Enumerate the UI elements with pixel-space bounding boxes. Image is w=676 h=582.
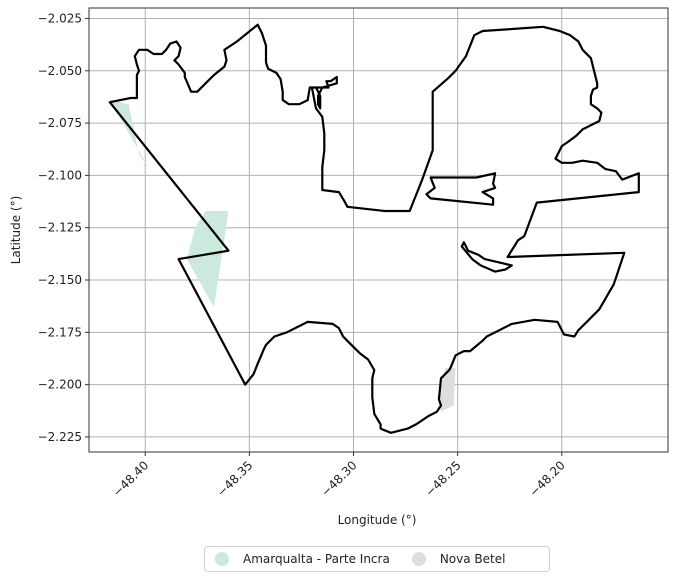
- legend-label-amarqualta: Amarqualta - Parte Incra: [243, 552, 390, 566]
- y-tick-label: −2.100: [38, 168, 82, 182]
- y-tick-label: −2.075: [38, 116, 82, 130]
- x-axis: −48.40 −48.35 −48.30 −48.25 −48.20: [110, 452, 568, 500]
- area-amarqualta-parte-incra: [186, 211, 229, 308]
- x-tick-label: −48.40: [110, 458, 151, 499]
- legend: Amarqualta - Parte Incra Nova Betel: [204, 546, 550, 572]
- y-tick-label: −2.175: [38, 325, 82, 339]
- municipal-boundary: [108, 23, 640, 434]
- x-tick-label: −48.35: [214, 458, 255, 499]
- legend-swatch-amarqualta: [215, 552, 229, 566]
- y-tick-label: −2.125: [38, 221, 82, 235]
- legend-label-nova-betel: Nova Betel: [439, 552, 506, 566]
- legend-item-amarqualta: Amarqualta - Parte Incra: [215, 552, 390, 566]
- y-tick-label: −2.200: [38, 378, 82, 392]
- legend-swatch-nova-betel: [411, 552, 426, 566]
- boundary-inner-ring: [425, 172, 497, 206]
- x-tick-label: −48.30: [318, 458, 359, 499]
- legend-item-nova-betel: Nova Betel: [411, 552, 506, 566]
- area-nova-betel: [438, 367, 456, 412]
- x-tick-label: −48.20: [527, 458, 568, 499]
- grid: [89, 8, 668, 452]
- x-tick-label: −48.25: [422, 458, 463, 499]
- plot-frame: [88, 7, 669, 453]
- y-tick-label: −2.050: [38, 64, 82, 78]
- plot-background: [89, 8, 668, 452]
- x-axis-title: Longitude (°): [338, 513, 417, 527]
- filled-areas: [109, 100, 456, 412]
- y-axis: −2.025 −2.050 −2.075 −2.100 −2.125 −2.150 −2.1…: [38, 11, 89, 444]
- y-tick-label: −2.225: [38, 430, 82, 444]
- y-tick-label: −2.025: [38, 11, 82, 25]
- boundary-outline: [108, 23, 640, 434]
- y-axis-title: Latitude (°): [9, 196, 23, 265]
- area-amarqualta-parte-incra: [109, 100, 150, 170]
- boundary-inner-ring: [460, 241, 513, 273]
- y-tick-label: −2.150: [38, 273, 82, 287]
